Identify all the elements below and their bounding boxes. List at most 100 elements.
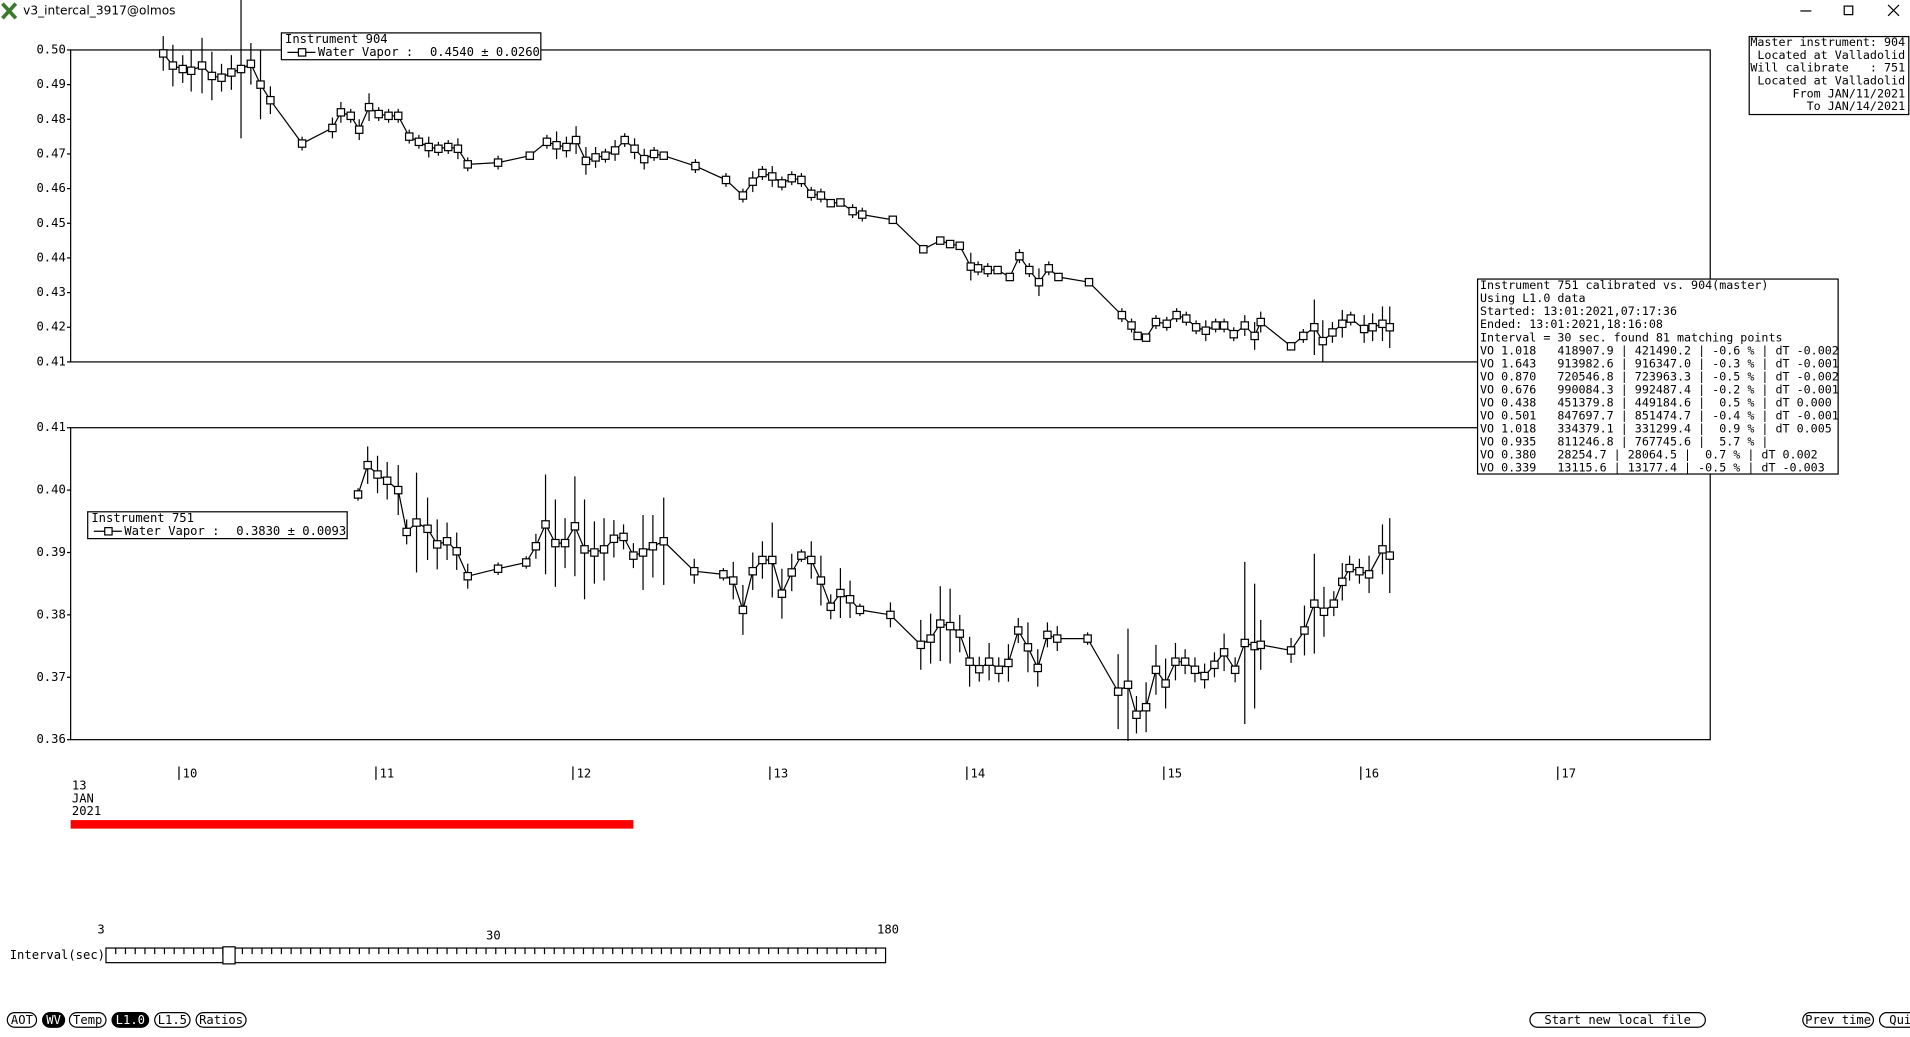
data-marker <box>721 175 731 185</box>
data-marker <box>432 540 442 549</box>
data-marker <box>434 144 443 154</box>
x-date-label: 13 <box>72 778 87 792</box>
data-marker <box>1083 634 1092 643</box>
data-marker <box>197 61 207 70</box>
data-marker <box>525 151 535 160</box>
calibration-line: VO 1.018 418907.9 | 421490.2 | -0.6 % | … <box>1480 343 1839 357</box>
data-marker <box>1054 272 1063 282</box>
data-marker <box>993 265 1002 275</box>
data-marker <box>787 173 797 183</box>
data-marker <box>393 111 403 121</box>
y-tick-label: 0.43 <box>36 285 65 299</box>
data-marker <box>186 66 196 76</box>
data-marker <box>1385 551 1395 560</box>
data-marker <box>1338 577 1347 587</box>
slider-label: Interval(sec) <box>10 948 105 962</box>
data-marker <box>649 149 659 159</box>
data-marker <box>217 73 226 82</box>
mode-button-label[interactable]: Temp <box>73 1013 102 1027</box>
data-marker <box>542 137 552 147</box>
data-marker <box>648 541 658 551</box>
data-marker <box>1310 599 1319 608</box>
action-button-label[interactable]: Start new local file <box>1544 1013 1691 1027</box>
data-marker <box>1162 319 1172 329</box>
mode-button-label[interactable]: WV <box>46 1013 61 1027</box>
slider-tick-label: 3 <box>97 922 104 936</box>
data-marker <box>1084 277 1094 287</box>
action-button-label[interactable]: Prev time <box>1805 1013 1871 1027</box>
mode-button-label[interactable]: L1.5 <box>158 1013 187 1027</box>
data-marker <box>1200 671 1209 681</box>
data-marker <box>994 665 1004 675</box>
data-marker <box>1318 336 1328 346</box>
mode-button[interactable] <box>42 1012 66 1028</box>
data-marker <box>591 153 600 162</box>
window-title: v3_intercal_3917@olmos <box>23 3 175 17</box>
data-marker <box>609 534 619 544</box>
mode-button-label[interactable]: Ratios <box>199 1013 243 1027</box>
action-button[interactable] <box>1802 1012 1875 1028</box>
mode-button[interactable] <box>68 1012 107 1028</box>
mode-button[interactable] <box>6 1012 38 1028</box>
data-marker <box>836 588 845 598</box>
data-marker <box>1230 665 1240 675</box>
data-marker <box>560 538 570 548</box>
data-marker <box>1210 660 1219 670</box>
data-marker <box>1113 687 1123 696</box>
data-marker <box>1385 322 1395 332</box>
data-marker <box>1180 657 1190 666</box>
data-marker <box>207 71 217 81</box>
y-tick-label: 0.37 <box>36 670 65 684</box>
data-marker <box>1229 329 1239 339</box>
mode-button-label[interactable]: L1.0 <box>116 1013 145 1027</box>
legend-label: Water Vapor : <box>124 524 219 538</box>
data-marker <box>1250 331 1259 341</box>
mode-button[interactable] <box>195 1012 247 1028</box>
slider-knob[interactable] <box>222 946 236 965</box>
data-marker <box>562 142 571 152</box>
data-marker <box>1378 319 1387 329</box>
mode-button[interactable] <box>111 1012 150 1028</box>
action-button-label[interactable]: Quit <box>1889 1013 1910 1027</box>
data-marker <box>738 605 748 615</box>
data-marker <box>1127 321 1136 330</box>
action-button[interactable] <box>1878 1012 1910 1028</box>
data-marker <box>336 108 346 117</box>
data-marker <box>691 161 700 171</box>
slider-tick-label: 180 <box>877 922 899 936</box>
data-marker <box>610 146 620 155</box>
action-button[interactable] <box>1529 1012 1706 1028</box>
data-marker <box>797 175 806 185</box>
data-marker <box>1319 607 1329 617</box>
data-marker <box>531 541 541 551</box>
legend-stat: 0.4540 ± 0.0260 <box>430 45 540 59</box>
master-info-line: Will calibrate : 751 <box>1750 61 1905 75</box>
calibration-line: Interval = 30 sec. found 81 matching poi… <box>1480 330 1783 344</box>
x-tick-label: 11 <box>380 766 395 780</box>
data-marker <box>1219 321 1229 330</box>
mode-button-label[interactable]: AOT <box>11 1013 34 1027</box>
close-button[interactable] <box>1887 4 1900 17</box>
data-marker <box>1117 310 1127 320</box>
mode-button[interactable] <box>154 1012 191 1028</box>
data-marker <box>916 640 926 650</box>
data-marker <box>1364 570 1374 579</box>
data-marker <box>256 80 265 89</box>
data-marker <box>777 179 787 188</box>
data-marker <box>1161 679 1170 688</box>
legend-label: Water Vapor : <box>318 45 413 59</box>
data-marker <box>1286 646 1296 655</box>
data-marker <box>1182 314 1191 323</box>
calibration-line: VO 1.018 334379.1 | 331299.4 | 0.9 % | d… <box>1480 421 1832 435</box>
data-marker <box>1256 317 1266 327</box>
y-tick-label: 0.47 <box>36 146 65 160</box>
data-marker <box>659 537 668 546</box>
legend-title: Instrument 904 <box>285 32 388 46</box>
data-marker <box>767 172 777 181</box>
data-marker <box>404 132 414 141</box>
maximize-button[interactable] <box>1843 5 1854 16</box>
data-marker <box>620 135 629 145</box>
data-marker <box>463 160 473 169</box>
y-tick-label: 0.40 <box>36 483 65 497</box>
data-marker <box>767 555 777 565</box>
